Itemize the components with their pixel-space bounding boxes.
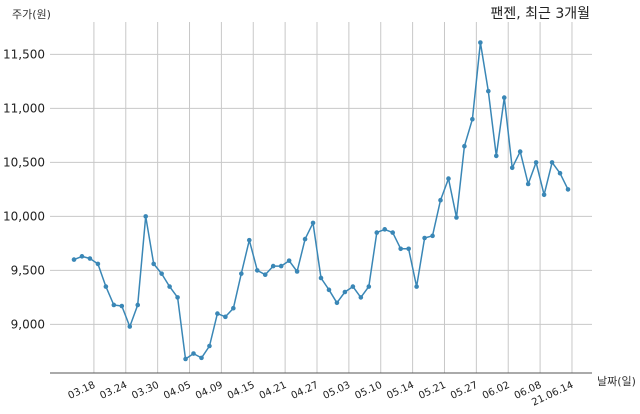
data-point	[286, 258, 292, 263]
data-point	[191, 351, 196, 356]
data-point	[390, 230, 396, 235]
data-point	[278, 263, 284, 269]
series-line	[73, 41, 569, 360]
data-point	[318, 275, 324, 281]
data-point	[310, 220, 316, 226]
x-tick-label: 06.02	[481, 380, 512, 402]
x-tick-label: 04.27	[290, 380, 321, 402]
data-point	[350, 284, 356, 289]
y-tick-label: 10,000	[3, 209, 45, 223]
y-tick-label: 9,500	[11, 263, 45, 277]
data-point	[159, 271, 164, 276]
data-point	[462, 143, 467, 149]
data-point	[470, 116, 475, 122]
x-tick-label: 04.15	[226, 380, 257, 402]
data-point	[183, 356, 188, 362]
x-axis-title: 날짜(일)	[597, 374, 636, 388]
x-tick-label: 04.09	[194, 380, 225, 402]
data-point	[358, 295, 364, 300]
data-point	[215, 311, 220, 316]
data-point	[406, 246, 411, 252]
data-point	[366, 284, 372, 289]
data-point	[294, 269, 300, 274]
data-point	[246, 237, 252, 243]
data-point	[334, 300, 340, 306]
x-tick-label: 04.05	[162, 380, 193, 402]
data-point	[87, 256, 93, 261]
data-point	[565, 187, 571, 192]
data-point	[454, 215, 459, 220]
x-tick-label: 05.21	[417, 380, 448, 402]
data-point	[175, 295, 180, 300]
x-tick-label: 03.24	[98, 380, 129, 402]
data-point	[414, 284, 419, 289]
data-point	[525, 181, 531, 187]
data-point	[422, 235, 427, 241]
data-point	[151, 261, 156, 267]
x-tick-label: 03.30	[130, 380, 161, 402]
data-point	[446, 176, 451, 181]
data-point	[143, 214, 149, 219]
data-point	[95, 261, 101, 267]
data-point	[270, 263, 276, 269]
y-tick-label: 9,000	[11, 317, 45, 331]
data-point	[135, 302, 141, 308]
data-point	[549, 160, 555, 165]
data-point	[541, 192, 547, 198]
data-point	[262, 272, 268, 278]
data-point	[509, 165, 515, 171]
y-axis-title: 주가(원)	[12, 8, 51, 21]
data-point	[533, 160, 539, 165]
data-point	[103, 284, 109, 289]
chart-title: 팬젠, 최근 3개월	[490, 6, 590, 22]
data-point	[71, 257, 77, 262]
chart-grid	[50, 22, 592, 373]
data-point	[254, 268, 260, 273]
data-point	[127, 324, 133, 329]
data-point	[231, 305, 236, 311]
y-tick-label: 11,000	[3, 101, 45, 115]
y-tick-label: 11,500	[3, 47, 45, 61]
data-point	[167, 284, 172, 289]
data-point	[119, 303, 125, 309]
x-tick-label: 05.27	[449, 380, 480, 402]
y-tick-label: 10,500	[3, 155, 45, 169]
data-point	[398, 246, 403, 252]
data-point	[374, 230, 380, 235]
data-point	[207, 343, 212, 349]
data-point	[79, 254, 85, 259]
x-tick-label: 05.14	[385, 380, 416, 402]
data-point	[557, 170, 563, 176]
data-point	[326, 287, 332, 293]
x-tick-label: 03.18	[67, 380, 98, 402]
chart-series	[71, 40, 571, 362]
data-point	[438, 197, 443, 203]
x-tick-label: 04.21	[258, 380, 289, 402]
data-point	[223, 314, 228, 320]
x-tick-label: 05.10	[353, 380, 384, 402]
data-point	[199, 355, 204, 361]
data-point	[342, 289, 348, 295]
data-point	[382, 227, 388, 232]
data-point	[239, 271, 244, 276]
data-point	[493, 153, 499, 159]
data-point	[111, 302, 117, 308]
data-point	[501, 95, 507, 100]
data-point	[486, 88, 491, 94]
data-point	[430, 233, 435, 239]
data-point	[517, 149, 523, 154]
x-tick-label: 05.03	[322, 380, 353, 402]
data-point	[302, 236, 308, 242]
data-point	[478, 40, 483, 45]
